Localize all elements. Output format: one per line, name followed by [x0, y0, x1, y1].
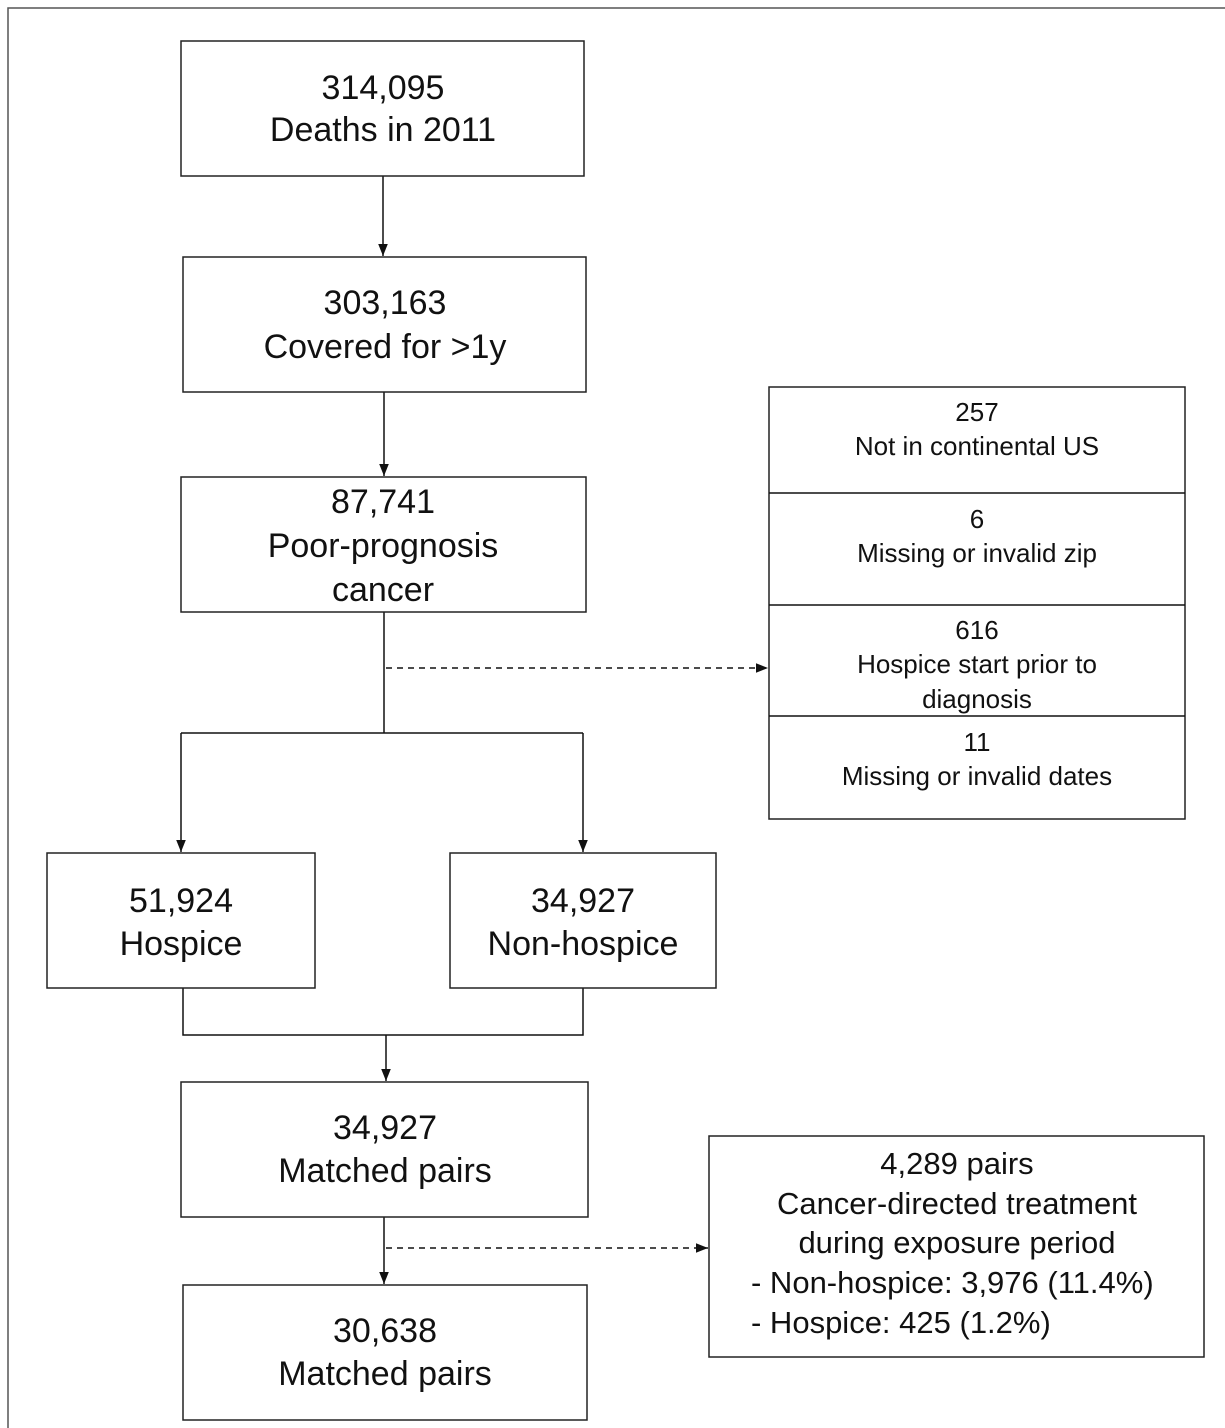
connector [182, 988, 584, 1036]
count: 4,289 pairs [880, 1146, 1033, 1181]
label: Matched pairs [278, 1355, 492, 1393]
count: 303,163 [324, 284, 447, 322]
count: 30,638 [333, 1312, 437, 1350]
detail: - Non-hospice: 3,976 (11.4%) [751, 1265, 1154, 1300]
count: 34,927 [333, 1109, 437, 1147]
count: 34,927 [531, 882, 635, 920]
count: 257 [955, 397, 998, 427]
label: Missing or invalid zip [857, 538, 1097, 568]
label: Missing or invalid dates [842, 761, 1112, 791]
exclusion-box [768, 386, 1186, 820]
label: diagnosis [922, 684, 1032, 714]
box [180, 476, 587, 613]
label: during exposure period [798, 1225, 1115, 1260]
count: 87,741 [331, 483, 435, 521]
count: 314,095 [322, 69, 445, 107]
label: Not in continental US [855, 431, 1099, 461]
detail: - Hospice: 425 (1.2%) [751, 1305, 1051, 1340]
label: Hospice start prior to [857, 649, 1097, 679]
box [182, 256, 587, 393]
count: 11 [964, 727, 991, 757]
label: Hospice [120, 925, 243, 963]
label: Poor-prognosis [268, 527, 499, 565]
label: Matched pairs [278, 1152, 492, 1190]
count: 616 [955, 615, 998, 645]
label: Deaths in 2011 [270, 111, 496, 149]
count: 51,924 [129, 882, 233, 920]
box [449, 852, 717, 989]
label: Non-hospice [488, 925, 679, 963]
label: Covered for >1y [264, 328, 507, 366]
box [46, 852, 316, 989]
box [180, 40, 585, 177]
box [182, 1284, 588, 1421]
treatment-box [708, 1135, 1205, 1358]
box [180, 1081, 589, 1218]
label: cancer [332, 571, 434, 609]
count: 6 [970, 504, 984, 534]
label: Cancer-directed treatment [777, 1186, 1137, 1221]
